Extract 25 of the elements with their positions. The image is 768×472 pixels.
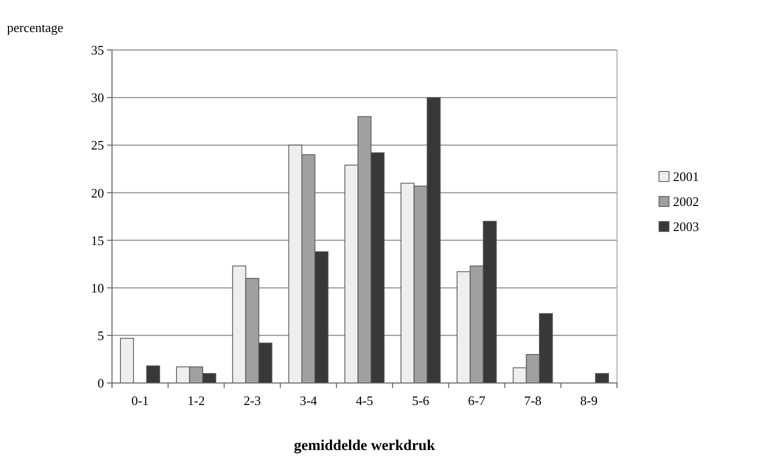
y-tick-label: 15 xyxy=(91,232,104,248)
x-tick-label: 1-2 xyxy=(187,393,205,408)
bar xyxy=(120,338,134,384)
bar xyxy=(595,373,609,384)
y-tick-label: 0 xyxy=(98,376,104,391)
x-tick-label: 7-8 xyxy=(524,393,542,408)
x-tick-label: 8-9 xyxy=(580,393,598,408)
legend-label: 2003 xyxy=(673,219,699,234)
bar xyxy=(146,365,160,384)
x-tick-label: 3-4 xyxy=(300,393,318,408)
y-tick-label: 30 xyxy=(91,90,104,106)
y-tick-label: 35 xyxy=(91,42,104,58)
x-tick-label: 6-7 xyxy=(468,393,486,408)
legend-label: 2001 xyxy=(673,169,699,184)
x-tick-label: 0-1 xyxy=(131,393,149,408)
y-tick-label: 5 xyxy=(98,328,104,343)
y-tick-label: 20 xyxy=(91,185,104,200)
x-tick-label: 5-6 xyxy=(412,393,430,408)
x-tick-label: 4-5 xyxy=(356,393,374,408)
y-axis-title: percentage xyxy=(7,20,64,35)
x-axis-title: gemiddelde werkdruk xyxy=(294,438,436,454)
y-tick-label: 10 xyxy=(91,280,104,296)
y-tick-label: 25 xyxy=(91,138,104,153)
x-tick-label: 2-3 xyxy=(244,393,261,408)
legend-label: 2002 xyxy=(673,194,699,210)
